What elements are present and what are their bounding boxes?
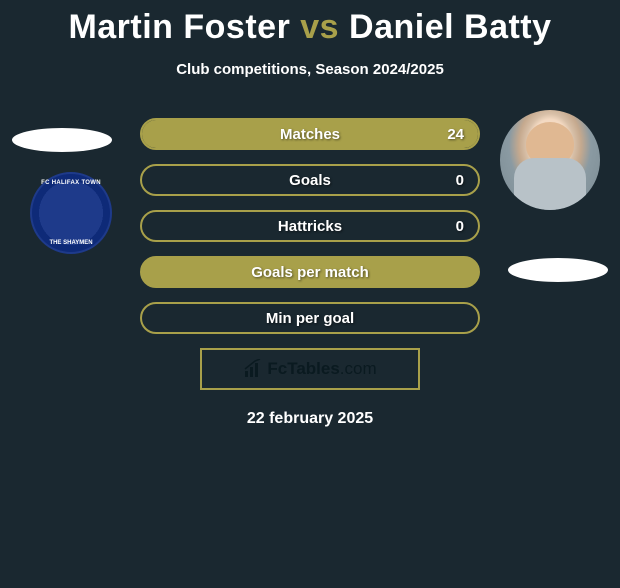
stat-value-right: 0	[456, 218, 464, 235]
stat-row-matches: Matches 24	[140, 118, 480, 150]
stat-row-goals-per-match: Goals per match	[140, 256, 480, 288]
vs-text: vs	[300, 8, 339, 46]
comparison-title: Martin Foster vs Daniel Batty	[0, 8, 620, 47]
badge-text-bottom: THE SHAYMEN	[32, 240, 110, 246]
stat-label: Matches	[280, 126, 340, 143]
stat-row-goals: Goals 0	[140, 164, 480, 196]
player2-name: Daniel Batty	[349, 8, 552, 46]
brand-box: FcTables.com	[200, 348, 420, 390]
stat-row-min-per-goal: Min per goal	[140, 302, 480, 334]
bar-chart-icon	[243, 359, 263, 379]
club-badge-left: FC HALIFAX TOWN THE SHAYMEN	[30, 172, 112, 254]
stat-label: Min per goal	[266, 310, 354, 327]
stat-bars: Matches 24 Goals 0 Hattricks 0 Goals per…	[140, 118, 480, 334]
player1-name: Martin Foster	[68, 8, 290, 46]
stat-label: Hattricks	[278, 218, 342, 235]
stat-label: Goals per match	[251, 264, 369, 281]
stat-row-hattricks: Hattricks 0	[140, 210, 480, 242]
right-ellipse	[508, 258, 608, 282]
brand-light: .com	[340, 359, 377, 378]
badge-inner-icon	[43, 185, 100, 242]
subtitle: Club competitions, Season 2024/2025	[0, 61, 620, 78]
brand-bold: FcTables	[267, 359, 339, 378]
player2-avatar	[500, 110, 600, 210]
stat-label: Goals	[289, 172, 331, 189]
stat-value-right: 24	[447, 126, 464, 143]
date-text: 22 february 2025	[0, 410, 620, 428]
content-area: FC HALIFAX TOWN THE SHAYMEN Matches 24 G…	[0, 118, 620, 428]
brand-text: FcTables.com	[267, 359, 376, 379]
stat-value-right: 0	[456, 172, 464, 189]
left-ellipse	[12, 128, 112, 152]
